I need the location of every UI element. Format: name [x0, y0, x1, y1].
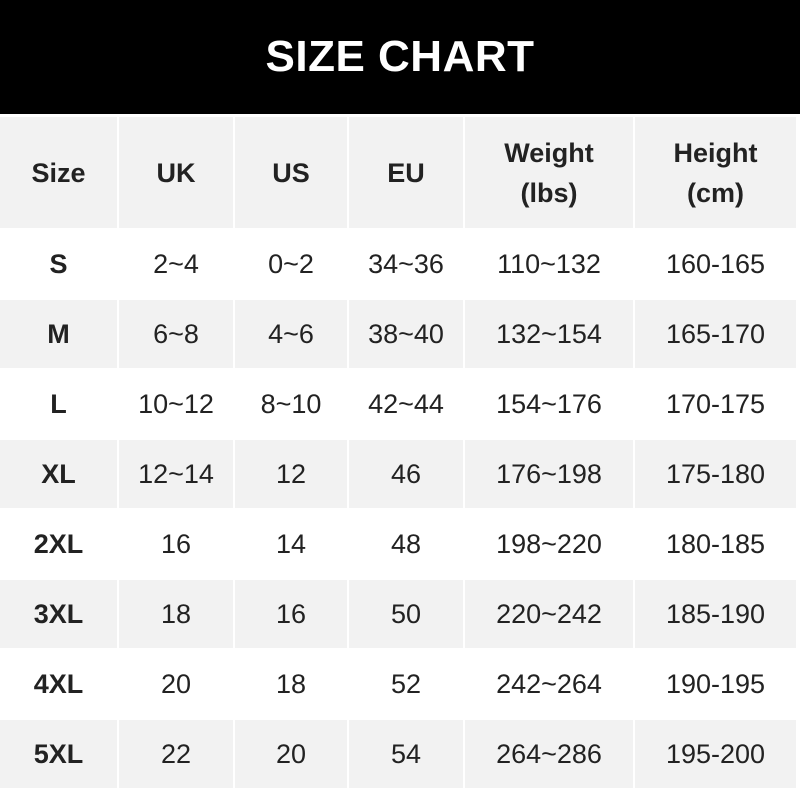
- column-header-label: Size: [31, 157, 86, 188]
- column-header-label: EU: [387, 157, 425, 188]
- table-cell: 190-195: [665, 668, 766, 699]
- header-row: Size UK US EU Weight (lbs) Height (cm): [0, 117, 796, 228]
- table-cell: 198~220: [496, 528, 602, 559]
- table-cell: 14: [275, 528, 307, 559]
- column-header-label: US: [272, 157, 310, 188]
- table-row: 5XL 22 20 54 264~286 195-200: [0, 720, 796, 788]
- size-cell: M: [0, 300, 117, 368]
- table-row: XL 12~14 12 46 176~198 175-180: [0, 440, 796, 508]
- table-cell: 242~264: [496, 668, 602, 699]
- table-cell: 46: [349, 440, 463, 508]
- table-cell: 16: [160, 528, 192, 559]
- table-cell: 175-180: [635, 440, 796, 508]
- table-cell: 264~286: [465, 720, 633, 788]
- table-cell: 38~40: [349, 300, 463, 368]
- table-cell: 52: [390, 668, 422, 699]
- size-cell: 2XL: [33, 528, 84, 559]
- column-header-size: Size: [0, 117, 117, 228]
- table-cell: 22: [119, 720, 233, 788]
- table-cell: 165-170: [635, 300, 796, 368]
- size-cell: L: [50, 388, 67, 419]
- table-cell: 50: [349, 580, 463, 648]
- size-cell: 4XL: [33, 668, 84, 699]
- table-cell: 16: [235, 580, 347, 648]
- table-row: 4XL 20 18 52 242~264 190-195: [0, 650, 796, 718]
- table-cell: 18: [275, 668, 307, 699]
- table-cell: 2~4: [153, 248, 199, 279]
- table-row: 2XL 16 14 48 198~220 180-185: [0, 510, 796, 578]
- column-header-weight: Weight (lbs): [465, 117, 633, 228]
- size-chart-table: Size UK US EU Weight (lbs) Height (cm) S 2~4 0~2 3…: [0, 115, 798, 790]
- table-row: M 6~8 4~6 38~40 132~154 165-170: [0, 300, 796, 368]
- size-cell: 3XL: [0, 580, 117, 648]
- table-cell: 154~176: [496, 388, 602, 419]
- table-cell: 176~198: [465, 440, 633, 508]
- size-cell: 5XL: [0, 720, 117, 788]
- table-cell: 20: [160, 668, 192, 699]
- table-cell: 6~8: [119, 300, 233, 368]
- table-cell: 180-185: [665, 528, 766, 559]
- table-row: S 2~4 0~2 34~36 110~132 160-165: [0, 230, 796, 298]
- size-cell: XL: [0, 440, 117, 508]
- table-row: L 10~12 8~10 42~44 154~176 170-175: [0, 370, 796, 438]
- table-cell: 20: [235, 720, 347, 788]
- size-cell: S: [49, 248, 68, 279]
- column-header-unit: (cm): [686, 177, 744, 208]
- table-cell: 48: [390, 528, 422, 559]
- table-cell: 0~2: [268, 248, 314, 279]
- column-header-label: Weight: [504, 137, 594, 168]
- column-header-eu: EU: [349, 117, 463, 228]
- table-cell: 132~154: [465, 300, 633, 368]
- table-cell: 170-175: [665, 388, 766, 419]
- table-cell: 54: [349, 720, 463, 788]
- table-cell: 12~14: [119, 440, 233, 508]
- table-cell: 42~44: [368, 388, 444, 419]
- table-cell: 18: [119, 580, 233, 648]
- column-header-us: US: [235, 117, 347, 228]
- table-cell: 220~242: [465, 580, 633, 648]
- table-cell: 12: [235, 440, 347, 508]
- table-cell: 10~12: [138, 388, 214, 419]
- table-cell: 34~36: [368, 248, 444, 279]
- table-cell: 185-190: [635, 580, 796, 648]
- column-header-height: Height (cm): [635, 117, 796, 228]
- column-header-label: UK: [156, 157, 196, 188]
- table-cell: 4~6: [235, 300, 347, 368]
- table-cell: 160-165: [665, 248, 766, 279]
- column-header-uk: UK: [119, 117, 233, 228]
- size-chart-title: SIZE CHART: [0, 0, 800, 114]
- table-cell: 110~132: [497, 248, 601, 279]
- column-header-label: Height: [673, 137, 758, 168]
- table-row: 3XL 18 16 50 220~242 185-190: [0, 580, 796, 648]
- column-header-unit: (lbs): [520, 177, 578, 208]
- table-cell: 195-200: [635, 720, 796, 788]
- table-cell: 8~10: [260, 388, 322, 419]
